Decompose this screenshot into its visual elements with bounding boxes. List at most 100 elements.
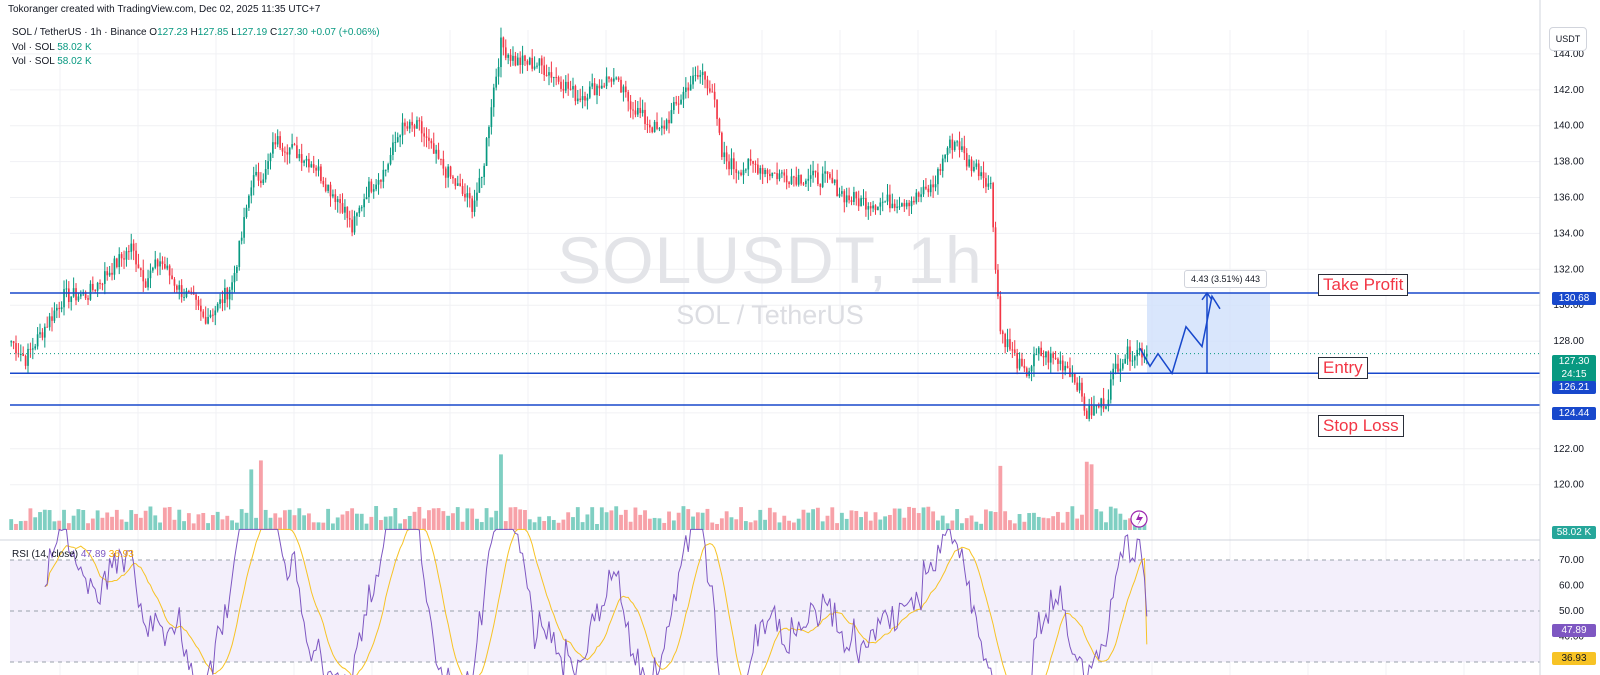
volume-bar xyxy=(1099,511,1104,530)
candle-body xyxy=(77,296,80,301)
candle-body xyxy=(360,207,363,209)
candle-body xyxy=(48,316,51,328)
volume-legend-2: Vol · SOL 58.02 K xyxy=(12,56,92,67)
candle-body xyxy=(545,74,548,76)
candle-body xyxy=(725,152,728,162)
candle-body xyxy=(680,99,682,104)
candle-body xyxy=(773,172,776,174)
candle-body xyxy=(46,326,49,328)
volume-bar xyxy=(969,515,974,530)
candle-body xyxy=(495,76,498,88)
candle-body xyxy=(576,98,579,102)
volume-bar xyxy=(619,514,623,530)
candle-body xyxy=(884,201,886,203)
take-profit-label[interactable]: Take Profit xyxy=(1318,274,1409,296)
volume-bar xyxy=(499,454,503,530)
volume-bar xyxy=(407,515,412,530)
volume-bar xyxy=(431,508,436,530)
candle-body xyxy=(262,179,265,184)
volume-bar xyxy=(571,517,575,530)
volume-bar xyxy=(700,512,705,530)
candle-body xyxy=(118,254,121,268)
volume-bar xyxy=(984,509,988,530)
volume-bar xyxy=(1046,518,1051,530)
volume-bar xyxy=(287,509,292,530)
candle-body xyxy=(1021,358,1023,366)
entry-axis-label: 126.21 xyxy=(1552,381,1596,394)
candle-body xyxy=(387,164,389,170)
candle-body xyxy=(444,168,447,178)
volume-bar xyxy=(258,460,263,530)
volume-bar xyxy=(62,509,66,530)
symbol-line: SOL / TetherUS · 1h · Binance O127.23 H1… xyxy=(12,27,380,38)
symbol-name: SOL / TetherUS · 1h · Binance xyxy=(12,27,147,38)
measure-arrow xyxy=(1201,291,1213,301)
volume-bar xyxy=(782,515,787,530)
candle-body xyxy=(660,125,663,129)
volume-bar xyxy=(326,508,331,530)
volume-bar xyxy=(518,509,523,530)
volume-bar xyxy=(604,512,609,530)
candle-body xyxy=(382,169,385,182)
candle-body xyxy=(1107,399,1110,407)
candle-body xyxy=(701,71,704,76)
candle-body xyxy=(1076,382,1079,391)
volume-bar xyxy=(158,522,162,530)
candle-body xyxy=(365,197,368,200)
volume-bar xyxy=(527,519,532,530)
candle-body xyxy=(204,316,207,324)
volume-bar xyxy=(839,512,844,530)
candle-body xyxy=(401,122,404,136)
candle-body xyxy=(653,121,656,133)
candle-body xyxy=(142,270,145,282)
candle-body xyxy=(75,288,77,301)
candle-body xyxy=(1081,382,1083,397)
candle-body xyxy=(99,282,101,284)
volume-bar xyxy=(42,509,47,530)
volume-bar xyxy=(1094,509,1099,530)
price-tick: 120.00 xyxy=(1553,480,1584,491)
candle-body xyxy=(476,192,478,201)
stop-loss-label[interactable]: Stop Loss xyxy=(1318,415,1404,437)
candle-body xyxy=(629,101,632,110)
volume-bar xyxy=(234,522,239,530)
candle-body xyxy=(961,146,963,150)
volume-bar xyxy=(355,513,359,530)
candle-body xyxy=(106,271,109,276)
candle-body xyxy=(1114,363,1117,369)
candle-body xyxy=(877,206,879,211)
candle-body xyxy=(358,207,361,214)
candle-body xyxy=(817,172,819,185)
candle-body xyxy=(346,206,349,219)
candle-body xyxy=(320,166,322,181)
volume-bar xyxy=(1022,521,1027,530)
candle-body xyxy=(757,164,759,174)
candle-body xyxy=(65,288,68,290)
candle-body xyxy=(968,159,970,167)
candle-body xyxy=(420,121,423,134)
candle-body xyxy=(404,122,406,127)
candle-body xyxy=(716,99,718,119)
candle-body xyxy=(70,296,73,302)
candle-body xyxy=(185,291,188,297)
entry-label[interactable]: Entry xyxy=(1318,357,1368,379)
candle-body xyxy=(135,250,137,265)
candle-body xyxy=(300,154,303,163)
candle-body xyxy=(591,83,594,87)
volume-bar xyxy=(844,518,849,530)
volume-bar xyxy=(892,508,897,530)
candle-body xyxy=(848,195,850,201)
candle-body xyxy=(147,278,149,288)
candle-body xyxy=(1040,347,1043,356)
candle-body xyxy=(411,121,413,126)
candle-body xyxy=(63,289,65,308)
currency-unit[interactable]: USDT xyxy=(1549,27,1587,51)
candle-body xyxy=(951,139,954,151)
candle-body xyxy=(600,85,603,89)
candle-body xyxy=(747,158,750,170)
candle-body xyxy=(216,303,219,311)
candle-body xyxy=(27,348,29,366)
volume-bar xyxy=(537,516,542,530)
candle-body xyxy=(785,175,788,183)
candle-body xyxy=(89,283,92,300)
